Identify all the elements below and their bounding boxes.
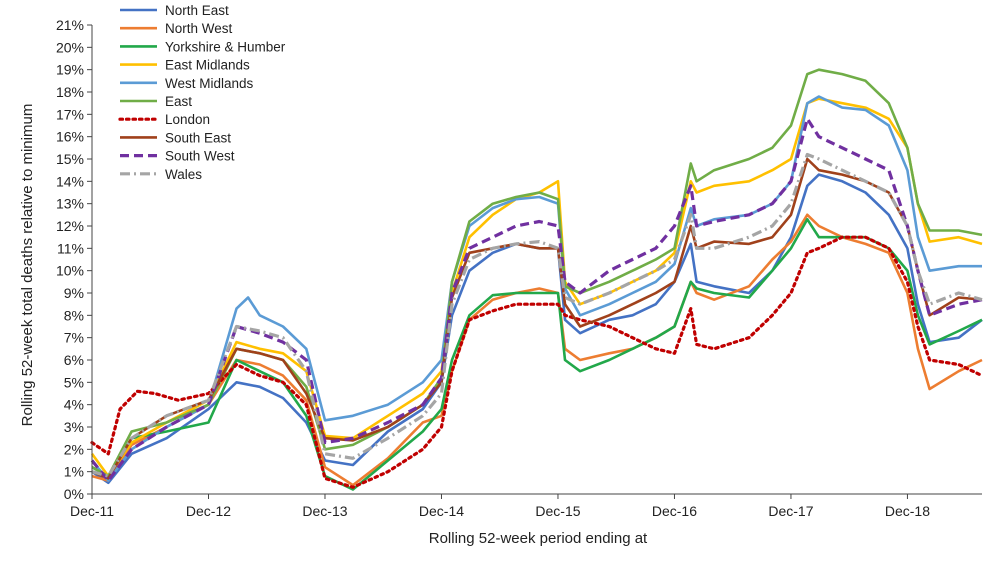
x-tick-label: Dec-14 bbox=[419, 503, 464, 519]
y-tick-label: 16% bbox=[56, 129, 84, 145]
y-tick-label: 15% bbox=[56, 151, 84, 167]
y-tick-label: 20% bbox=[56, 39, 84, 55]
legend-label: East Midlands bbox=[165, 58, 250, 73]
legend-label: South East bbox=[165, 130, 231, 145]
legend-label: East bbox=[165, 94, 192, 109]
y-tick-label: 14% bbox=[56, 173, 84, 189]
legend-label: South West bbox=[165, 149, 235, 164]
y-tick-label: 8% bbox=[64, 307, 84, 323]
series-line-north-east bbox=[91, 173, 983, 485]
y-tick-label: 10% bbox=[56, 263, 84, 279]
x-tick-label: Dec-13 bbox=[302, 503, 347, 519]
legend-label: London bbox=[165, 112, 210, 127]
x-tick-label: Dec-12 bbox=[186, 503, 231, 519]
y-tick-label: 7% bbox=[64, 330, 84, 346]
x-tick-label: Dec-17 bbox=[768, 503, 813, 519]
series-lines bbox=[90, 68, 984, 491]
legend-label: West Midlands bbox=[165, 76, 254, 91]
x-tick-label: Dec-15 bbox=[535, 503, 580, 519]
y-axis-ticks: 0% 1% 2% 3% 4% 5% 6% 7% 8% 9% 10% 11% 12% 13% 14% 15% 16… bbox=[56, 17, 92, 502]
series-line-yorkshire-humber bbox=[91, 218, 983, 491]
x-axis-title: Rolling 52-week period ending at bbox=[429, 530, 648, 547]
legend-label: North West bbox=[165, 21, 233, 36]
series-line-east-midlands bbox=[90, 97, 983, 478]
y-tick-label: 19% bbox=[56, 62, 84, 78]
legend: North East North West Yorkshire & Humber Ea… bbox=[118, 3, 286, 182]
x-tick-label: Dec-18 bbox=[885, 503, 930, 519]
series-line-wales bbox=[91, 152, 983, 478]
y-tick-label: 2% bbox=[64, 441, 84, 457]
y-axis-title: Rolling 52-week total deaths relative to… bbox=[19, 104, 36, 427]
series-line-london bbox=[90, 235, 984, 489]
y-tick-label: 1% bbox=[64, 464, 84, 480]
y-tick-label: 12% bbox=[56, 218, 84, 234]
y-tick-label: 3% bbox=[64, 419, 84, 435]
x-tick-label: Dec-11 bbox=[70, 503, 114, 519]
legend-label: North East bbox=[165, 3, 229, 18]
series-line-west-midlands bbox=[90, 95, 982, 482]
y-tick-label: 21% bbox=[56, 17, 84, 33]
x-axis-ticks: Dec-11 Dec-12 Dec-13 Dec-14 Dec-15 Dec-16 Dec-… bbox=[70, 494, 930, 519]
y-tick-label: 18% bbox=[56, 84, 84, 100]
legend-label: Wales bbox=[165, 167, 202, 182]
y-tick-label: 4% bbox=[64, 397, 84, 413]
y-tick-label: 0% bbox=[64, 486, 84, 502]
series-line-south-west bbox=[90, 117, 983, 483]
legend-label: Yorkshire & Humber bbox=[165, 39, 286, 54]
y-tick-label: 17% bbox=[56, 106, 84, 122]
y-tick-label: 9% bbox=[64, 285, 84, 301]
series-line-south-east bbox=[91, 157, 983, 480]
y-tick-label: 6% bbox=[64, 352, 84, 368]
y-tick-label: 11% bbox=[57, 240, 84, 256]
y-tick-label: 5% bbox=[64, 374, 84, 390]
y-tick-label: 13% bbox=[56, 196, 84, 212]
x-tick-label: Dec-16 bbox=[652, 503, 697, 519]
